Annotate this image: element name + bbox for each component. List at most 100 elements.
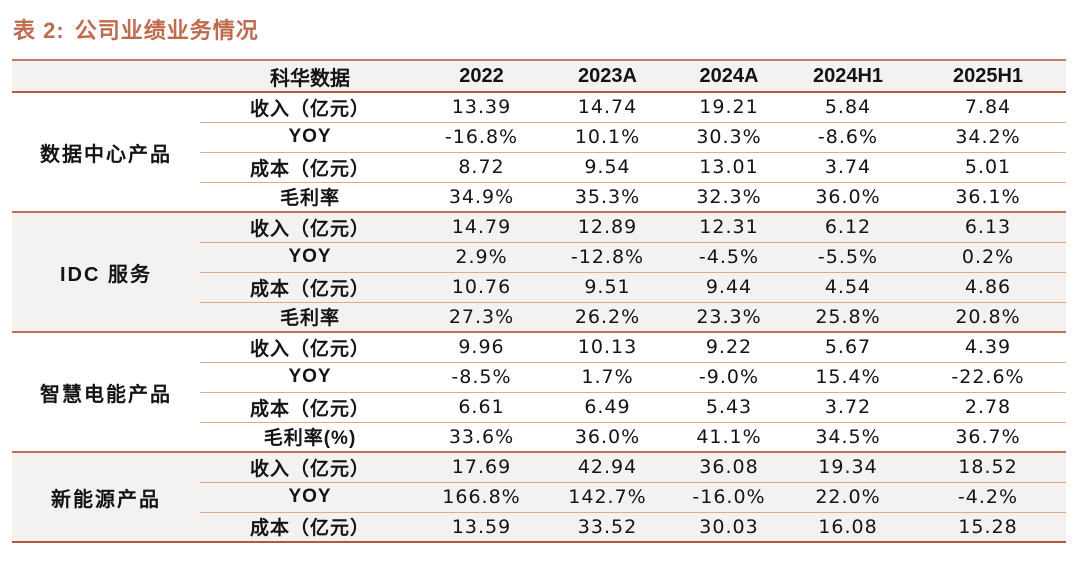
table-row: 成本（亿元） 13.59 33.52 30.03 16.08 15.28 <box>12 511 1066 543</box>
value-cell: 34.9% <box>420 181 543 212</box>
metric-cell: YOY <box>200 481 420 512</box>
value-cell: 5.01 <box>910 151 1066 182</box>
metric-cell: YOY <box>200 361 420 392</box>
value-cell: 12.89 <box>543 211 672 242</box>
value-cell: 9.51 <box>543 271 672 302</box>
value-cell: 5.84 <box>786 91 910 122</box>
table-row: YOY -16.8% 10.1% 30.3% -8.6% 34.2% <box>12 121 1066 152</box>
metric-cell: 收入（亿元） <box>200 451 420 482</box>
table-row: 新能源产品 收入（亿元） 17.69 42.94 36.08 19.34 18.52 <box>12 451 1066 543</box>
value-cell: 14.74 <box>543 91 672 122</box>
value-cell: 4.86 <box>910 271 1066 302</box>
value-cell: 15.4% <box>786 361 910 392</box>
value-cell: 15.28 <box>910 511 1066 543</box>
value-cell: 22.0% <box>786 481 910 512</box>
header-cell: 2022 <box>420 59 543 93</box>
value-cell: 2.9% <box>420 241 543 272</box>
value-cell: 34.5% <box>786 421 910 452</box>
header-cell: 2025H1 <box>910 59 1066 93</box>
table-row: 成本（亿元） 8.72 9.54 13.01 3.74 5.01 <box>12 151 1066 182</box>
table-row: 成本（亿元） 6.61 6.49 5.43 3.72 2.78 <box>12 391 1066 422</box>
header-corner-cell <box>12 59 200 93</box>
value-cell: 9.54 <box>543 151 672 182</box>
value-cell: 9.96 <box>420 331 543 362</box>
metric-cell: 成本（亿元） <box>200 151 420 182</box>
value-cell: 8.72 <box>420 151 543 182</box>
value-cell: 2.78 <box>910 391 1066 422</box>
table-row: 智慧电能产品 收入（亿元） 9.96 10.13 9.22 5.67 4.39 <box>12 331 1066 452</box>
metric-cell: 收入（亿元） <box>200 91 420 122</box>
metric-cell: 收入（亿元） <box>200 331 420 362</box>
table-row: 毛利率(%) 33.6% 36.0% 41.1% 34.5% 36.7% <box>12 421 1066 452</box>
table-caption: 表 2: 公司业绩业务情况 <box>13 13 1080 45</box>
value-cell: 4.39 <box>910 331 1066 362</box>
value-cell: 36.1% <box>910 181 1066 212</box>
metric-cell: 毛利率(%) <box>200 421 420 452</box>
value-cell: 6.13 <box>910 211 1066 242</box>
metric-cell: 成本（亿元） <box>200 391 420 422</box>
caption-number: 表 2: <box>13 18 65 43</box>
group-2: IDC 服务 收入（亿元） 14.79 12.89 12.31 6.12 6.13 YOY 2.… <box>12 211 1066 332</box>
value-cell: 6.61 <box>420 391 543 422</box>
table-row: YOY 2.9% -12.8% -4.5% -5.5% 0.2% <box>12 241 1066 272</box>
value-cell: 25.8% <box>786 301 910 332</box>
header-row: 科华数据 2022 2023A 2024A 2024H1 2025H1 <box>12 59 1066 93</box>
value-cell: -4.2% <box>910 481 1066 512</box>
metric-cell: 毛利率 <box>200 301 420 332</box>
header-cell: 2023A <box>543 59 672 93</box>
value-cell: 13.59 <box>420 511 543 543</box>
table-row: 数据中心产品 收入（亿元） 13.39 14.74 19.21 5.84 7.84 <box>12 91 1066 212</box>
value-cell: 33.6% <box>420 421 543 452</box>
value-cell: 20.8% <box>910 301 1066 332</box>
value-cell: 10.13 <box>543 331 672 362</box>
value-cell: 30.3% <box>672 121 786 152</box>
group-1: 数据中心产品 收入（亿元） 13.39 14.74 19.21 5.84 7.84 YOY -1… <box>12 91 1066 212</box>
value-cell: 7.84 <box>910 91 1066 122</box>
group-4: 新能源产品 收入（亿元） 17.69 42.94 36.08 19.34 18.52 YOY 1… <box>12 451 1066 543</box>
metric-cell: 毛利率 <box>200 181 420 212</box>
value-cell: 10.1% <box>543 121 672 152</box>
header-cell: 2024H1 <box>786 59 910 93</box>
value-cell: 23.3% <box>672 301 786 332</box>
page: 表 2: 公司业绩业务情况 科华数据 2022 2023A 2024A 2024H1 202… <box>0 13 1080 543</box>
value-cell: 16.08 <box>786 511 910 543</box>
value-cell: 13.01 <box>672 151 786 182</box>
value-cell: -8.5% <box>420 361 543 392</box>
table-row: YOY -8.5% 1.7% -9.0% 15.4% -22.6% <box>12 361 1066 392</box>
value-cell: 9.44 <box>672 271 786 302</box>
value-cell: 0.2% <box>910 241 1066 272</box>
value-cell: 6.12 <box>786 211 910 242</box>
value-cell: 18.52 <box>910 451 1066 482</box>
metric-cell: YOY <box>200 121 420 152</box>
value-cell: 27.3% <box>420 301 543 332</box>
value-cell: 4.54 <box>786 271 910 302</box>
group-3: 智慧电能产品 收入（亿元） 9.96 10.13 9.22 5.67 4.39 YOY -8.5… <box>12 331 1066 452</box>
table-row: YOY 166.8% 142.7% -16.0% 22.0% -4.2% <box>12 481 1066 512</box>
value-cell: -4.5% <box>672 241 786 272</box>
value-cell: 36.0% <box>786 181 910 212</box>
table-row: 成本（亿元） 10.76 9.51 9.44 4.54 4.86 <box>12 271 1066 302</box>
value-cell: 19.34 <box>786 451 910 482</box>
group-label: 新能源产品 <box>12 451 200 543</box>
value-cell: 142.7% <box>543 481 672 512</box>
value-cell: 9.22 <box>672 331 786 362</box>
value-cell: 5.67 <box>786 331 910 362</box>
value-cell: 30.03 <box>672 511 786 543</box>
metric-cell: 收入（亿元） <box>200 211 420 242</box>
value-cell: -9.0% <box>672 361 786 392</box>
value-cell: 1.7% <box>543 361 672 392</box>
metric-cell: 成本（亿元） <box>200 511 420 543</box>
value-cell: 35.3% <box>543 181 672 212</box>
value-cell: 19.21 <box>672 91 786 122</box>
value-cell: 36.08 <box>672 451 786 482</box>
metric-cell: 成本（亿元） <box>200 271 420 302</box>
value-cell: 3.74 <box>786 151 910 182</box>
value-cell: 6.49 <box>543 391 672 422</box>
metric-cell: YOY <box>200 241 420 272</box>
group-label: 智慧电能产品 <box>12 331 200 452</box>
value-cell: 36.7% <box>910 421 1066 452</box>
value-cell: -5.5% <box>786 241 910 272</box>
value-cell: 26.2% <box>543 301 672 332</box>
value-cell: 33.52 <box>543 511 672 543</box>
header-cell: 2024A <box>672 59 786 93</box>
